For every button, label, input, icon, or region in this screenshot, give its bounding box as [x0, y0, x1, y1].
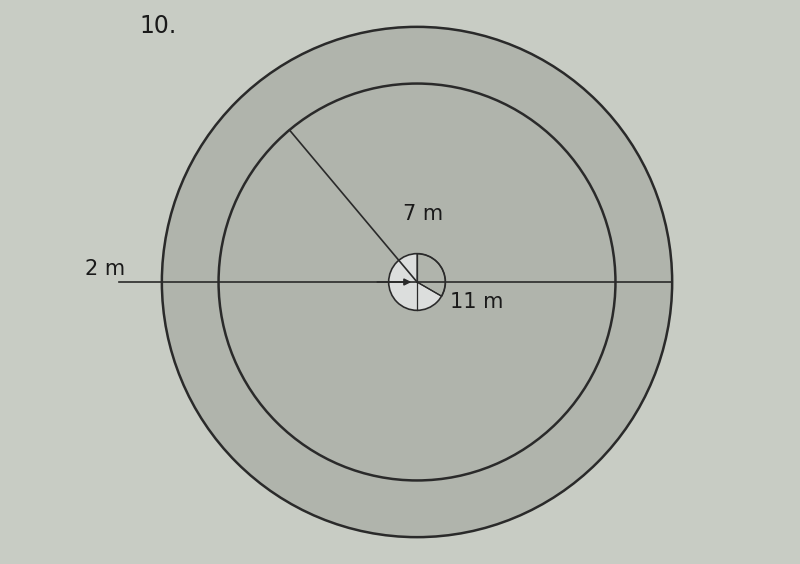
Text: 7 m: 7 m	[403, 204, 443, 224]
Circle shape	[218, 83, 615, 481]
Circle shape	[162, 27, 672, 537]
Wedge shape	[417, 254, 446, 296]
Circle shape	[389, 254, 446, 310]
Text: 10.: 10.	[139, 14, 177, 38]
Text: 11 m: 11 m	[450, 292, 503, 311]
Text: 2 m: 2 m	[85, 259, 125, 279]
